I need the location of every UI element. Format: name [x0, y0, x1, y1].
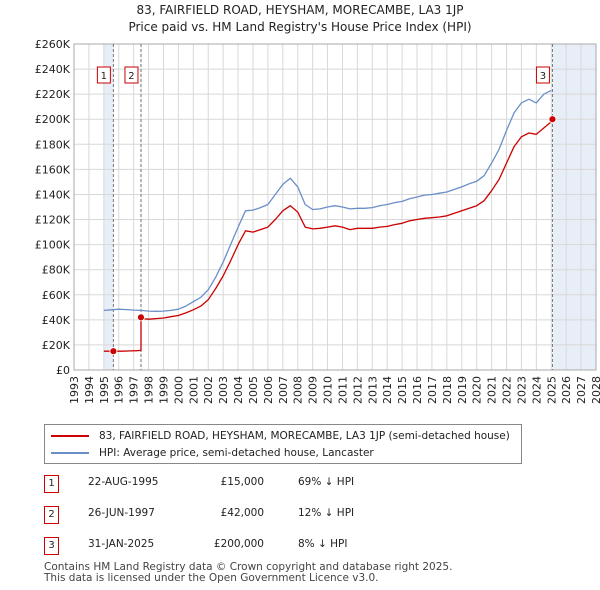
x-tick-label: 1996	[113, 376, 126, 404]
x-tick-label: 2025	[545, 376, 558, 404]
y-tick-label: £160K	[35, 163, 71, 176]
table-row: 2 26-JUN-1997 £42,000 12% ↓ HPI	[44, 503, 444, 534]
x-tick-label: 2016	[411, 376, 424, 404]
chart-title: 83, FAIRFIELD ROAD, HEYSHAM, MORECAMBE, …	[0, 2, 600, 36]
x-tick-label: 2021	[486, 376, 499, 404]
x-tick-label: 2020	[471, 376, 484, 404]
x-tick-label: 2001	[187, 376, 200, 404]
transaction-badge	[96, 66, 111, 84]
transaction-badge	[124, 66, 139, 84]
x-tick-label: 2005	[247, 376, 260, 404]
x-tick-label: 2006	[262, 376, 275, 404]
transaction-date: 26-JUN-1997	[88, 507, 155, 519]
hpi-line	[103, 89, 552, 312]
y-tick-label: £20K	[42, 339, 71, 352]
transaction-price: £15,000	[220, 476, 264, 488]
x-tick-label: 1999	[157, 376, 170, 404]
transaction-badge	[535, 66, 550, 84]
transaction-price: £42,000	[220, 507, 264, 519]
x-tick-label: 2026	[560, 376, 573, 404]
price-chart: £0 £20K £40K £60K £80K £100K £120K £140K £160K £1…	[35, 38, 600, 404]
y-tick-label: £100K	[35, 239, 71, 252]
transaction-badge-label: 1	[101, 71, 107, 82]
x-tick-label: 2014	[381, 376, 394, 404]
transaction-badge-label: 2	[128, 71, 134, 82]
x-tick-label: 2019	[456, 376, 469, 404]
transaction-badge: 2	[44, 506, 59, 524]
x-tick-label: 2007	[277, 376, 290, 404]
x-tick-label: 2004	[232, 376, 245, 404]
y-tick-label: £0	[56, 364, 70, 377]
y-tick-label: £180K	[35, 138, 71, 151]
transaction-hpi: 8% ↓ HPI	[298, 538, 348, 550]
legend: 83, FAIRFIELD ROAD, HEYSHAM, MORECAMBE, …	[44, 424, 522, 464]
plot-frame	[73, 43, 597, 371]
transaction-price: £200,000	[213, 538, 264, 550]
y-tick-label: £120K	[35, 214, 71, 227]
transaction-badge: 3	[44, 537, 59, 555]
plot-area	[74, 44, 596, 370]
x-tick-label: 1998	[143, 376, 156, 404]
x-tick-label: 2009	[307, 376, 320, 404]
y-tick-label: £200K	[35, 113, 71, 126]
x-tick-label: 2010	[322, 376, 335, 404]
transaction-date: 31-JAN-2025	[88, 538, 155, 550]
shaded-period	[552, 44, 596, 370]
y-tick-label: £140K	[35, 188, 71, 201]
legend-item-hpi: HPI: Average price, semi-detached house,…	[51, 445, 374, 461]
transaction-point	[109, 347, 118, 356]
y-tick-label: £240K	[35, 63, 71, 76]
x-tick-label: 2002	[202, 376, 215, 404]
x-tick-label: 2023	[515, 376, 528, 404]
table-row: 1 22-AUG-1995 £15,000 69% ↓ HPI	[44, 472, 444, 503]
x-tick-label: 2000	[172, 376, 185, 404]
y-tick-label: £220K	[35, 88, 71, 101]
x-tick-label: 2003	[217, 376, 230, 404]
y-tick-label: £260K	[35, 38, 71, 51]
transaction-hpi: 12% ↓ HPI	[298, 507, 355, 519]
footer: Contains HM Land Registry data © Crown c…	[44, 562, 452, 584]
legend-price-label: 83, FAIRFIELD ROAD, HEYSHAM, MORECAMBE, …	[99, 430, 510, 442]
x-tick-label: 2024	[530, 376, 543, 404]
hpi-line-swatch	[51, 452, 89, 454]
price-line-swatch	[51, 435, 89, 437]
transaction-date: 22-AUG-1995	[88, 476, 159, 488]
price-paid-line	[103, 118, 554, 352]
footer-license: This data is licensed under the Open Gov…	[44, 572, 379, 584]
transaction-point	[137, 313, 145, 322]
transaction-badge: 1	[44, 475, 59, 493]
transaction-hpi: 69% ↓ HPI	[298, 476, 355, 488]
x-tick-label: 1993	[68, 376, 81, 404]
transactions-table: 1 22-AUG-1995 £15,000 69% ↓ HPI 2 26-JUN…	[44, 472, 444, 565]
footer-copyright: Contains HM Land Registry data © Crown c…	[44, 561, 453, 573]
x-tick-label: 2013	[366, 376, 379, 404]
transaction-badge-label: 3	[540, 71, 546, 82]
x-tick-label: 2022	[501, 376, 514, 404]
x-tick-label: 2008	[292, 376, 305, 404]
table-row: 3 31-JAN-2025 £200,000 8% ↓ HPI	[44, 534, 444, 565]
x-tick-label: 1997	[128, 376, 141, 404]
legend-hpi-label: HPI: Average price, semi-detached house,…	[99, 447, 374, 459]
x-tick-label: 2017	[426, 376, 439, 404]
y-tick-label: £60K	[42, 289, 71, 302]
x-tick-label: 2027	[575, 376, 588, 404]
x-tick-label: 2012	[351, 376, 364, 404]
legend-item-price: 83, FAIRFIELD ROAD, HEYSHAM, MORECAMBE, …	[51, 428, 510, 444]
x-tick-label: 1995	[98, 376, 111, 404]
x-tick-label: 2028	[590, 376, 600, 404]
shaded-period	[103, 44, 114, 370]
x-tick-label: 2015	[396, 376, 409, 404]
x-tick-label: 1994	[83, 376, 96, 404]
transaction-point	[548, 115, 557, 124]
x-tick-label: 2011	[336, 376, 349, 404]
title-line-2: Price paid vs. HM Land Registry's House …	[128, 20, 472, 34]
y-tick-label: £80K	[42, 264, 71, 277]
x-tick-label: 2018	[441, 376, 454, 404]
title-line-1: 83, FAIRFIELD ROAD, HEYSHAM, MORECAMBE, …	[136, 3, 464, 17]
y-tick-label: £40K	[42, 314, 71, 327]
